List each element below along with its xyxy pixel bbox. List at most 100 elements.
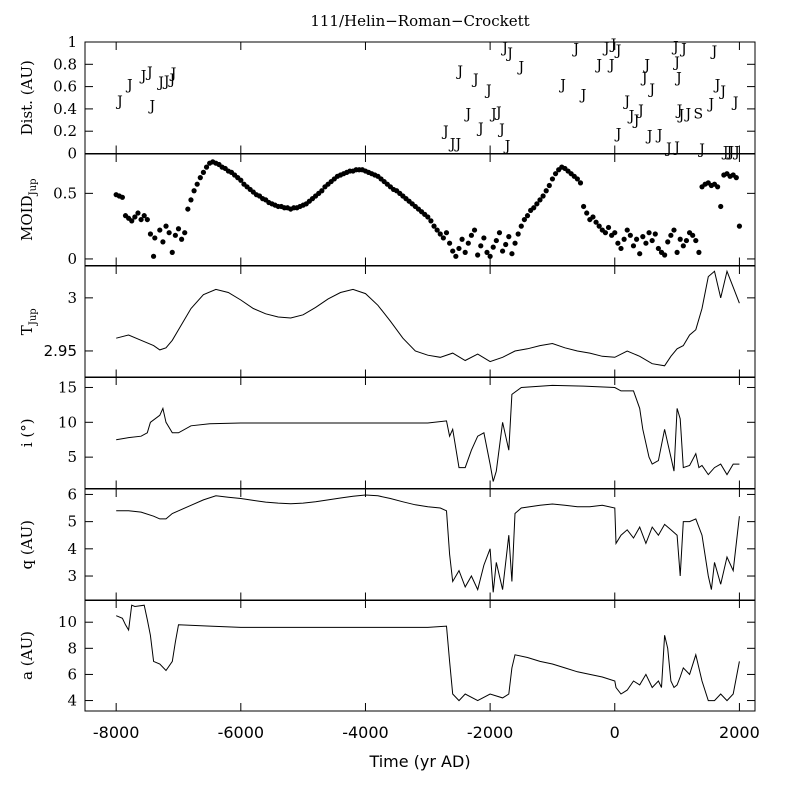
moid-point xyxy=(447,240,453,246)
encounter-marker: J xyxy=(441,124,449,140)
moid-point xyxy=(537,197,543,203)
encounter-marker: J xyxy=(674,71,682,87)
encounter-marker: J xyxy=(640,71,648,87)
encounter-marker: J xyxy=(672,140,680,156)
moid-point xyxy=(624,227,630,233)
y-tick-label: 0.5 xyxy=(53,184,77,202)
series-line-incl xyxy=(116,384,740,482)
moid-point xyxy=(605,224,612,231)
encounter-marker: J xyxy=(162,74,170,90)
encounter-marker: J xyxy=(156,75,164,91)
moid-point xyxy=(478,243,484,249)
y-tick-label: 5 xyxy=(67,513,77,531)
encounter-marker: J xyxy=(731,95,739,111)
moid-point xyxy=(147,231,154,237)
moid-point xyxy=(506,234,512,240)
moid-point xyxy=(630,243,637,249)
moid-point xyxy=(150,253,157,259)
encounter-marker: J xyxy=(594,57,602,73)
moid-point xyxy=(534,201,540,207)
moid-point xyxy=(141,213,147,219)
y-tick-label: 10 xyxy=(58,613,77,631)
encounter-marker: J xyxy=(622,94,630,110)
y-tick-label: 3 xyxy=(67,289,77,307)
y-tick-label: 15 xyxy=(58,378,77,396)
moid-point xyxy=(188,197,194,203)
encounter-marker: J xyxy=(614,126,622,142)
moid-point xyxy=(602,230,609,236)
moid-point xyxy=(481,235,487,241)
moid-point xyxy=(135,210,141,216)
moid-point xyxy=(169,249,175,255)
moid-point xyxy=(459,236,465,242)
encounter-marker: J xyxy=(710,44,718,60)
encounter-marker: J xyxy=(500,41,508,57)
y-axis-label-dist: Dist. (AU) xyxy=(18,60,36,135)
series-line-tjup xyxy=(116,269,740,367)
series-line-a xyxy=(116,604,740,702)
moid-point xyxy=(475,252,481,258)
encounter-marker: J xyxy=(614,43,622,59)
encounter-marker: J xyxy=(503,139,511,155)
encounter-marker: J xyxy=(169,66,177,82)
y-tick-label: 4 xyxy=(67,540,77,558)
moid-point xyxy=(144,216,150,223)
y-tick-label: 0.2 xyxy=(53,122,77,140)
encounter-marker: J xyxy=(505,46,513,62)
encounter-marker: J xyxy=(607,57,615,73)
y-tick-label: 6 xyxy=(67,665,77,683)
moid-point xyxy=(640,234,646,240)
moid-point xyxy=(581,203,587,210)
moid-point xyxy=(543,188,549,194)
moid-point xyxy=(471,227,478,233)
moid-point xyxy=(524,213,531,219)
moid-point xyxy=(521,216,527,223)
encounter-marker: J xyxy=(455,64,463,80)
moid-point xyxy=(450,248,456,254)
moid-point xyxy=(662,252,668,258)
moid-point xyxy=(627,232,633,238)
moid-point xyxy=(637,251,643,257)
moid-point xyxy=(191,188,197,194)
encounter-marker: J xyxy=(454,136,462,152)
encounter-marker: J xyxy=(558,77,566,93)
moid-point xyxy=(677,236,683,242)
encounter-marker: J xyxy=(609,37,617,53)
moid-point xyxy=(182,230,188,236)
encounter-marker: J xyxy=(579,87,587,103)
moid-point xyxy=(546,182,552,189)
encounter-marker: J xyxy=(627,109,635,125)
moid-point xyxy=(160,239,166,245)
moid-point xyxy=(197,175,203,181)
chart-title: 111/Helin−Roman−Crockett xyxy=(310,12,529,30)
encounter-marker: J xyxy=(707,96,715,112)
encounter-marker: J xyxy=(655,128,663,144)
y-axis-label-a: a (AU) xyxy=(18,631,36,680)
moid-point xyxy=(179,236,185,242)
x-tick-label: -6000 xyxy=(218,723,265,742)
moid-point xyxy=(490,244,496,250)
encounter-marker: J xyxy=(679,42,687,58)
y-tick-label: 2.95 xyxy=(44,342,77,360)
moid-point xyxy=(733,175,739,181)
encounter-marker: J xyxy=(647,82,655,98)
encounter-marker: J xyxy=(727,144,735,160)
y-tick-label: 0 xyxy=(67,145,77,163)
encounter-marker: J xyxy=(645,129,653,145)
moid-point xyxy=(434,227,440,233)
encounter-marker: J xyxy=(139,68,147,84)
encounter-marker: J xyxy=(484,83,492,99)
encounter-marker: J xyxy=(664,141,672,157)
encounter-marker: J xyxy=(602,41,610,57)
moid-point xyxy=(499,248,506,254)
moid-point xyxy=(596,223,602,229)
moid-point xyxy=(138,216,144,223)
moid-point xyxy=(194,181,200,187)
x-tick-label: 0 xyxy=(610,723,620,742)
moid-point xyxy=(683,237,690,244)
moid-point xyxy=(238,177,244,183)
encounter-marker: J xyxy=(675,103,683,119)
moid-point xyxy=(428,218,434,224)
x-tick-label: 2000 xyxy=(719,723,760,742)
